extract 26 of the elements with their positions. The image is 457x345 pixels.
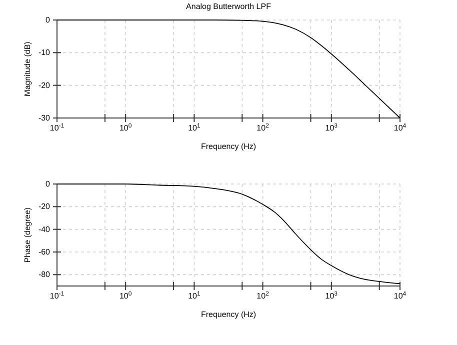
x-tick-label: 10$^{1}$ (188, 122, 201, 133)
chart-title: Analog Butterworth LPF (186, 2, 272, 11)
y-tick-label: 0 (46, 16, 51, 25)
x-tick-label: 10$^{3}$ (325, 290, 338, 301)
y-tick-label: 0 (46, 180, 51, 189)
x-axis-title: Frequency (Hz) (200, 310, 256, 319)
y-tick-label: -20 (38, 202, 51, 212)
y-tick-label: -20 (38, 80, 51, 90)
y-tick-label: -80 (38, 270, 51, 280)
x-tick-label: 10$^{4}$ (394, 122, 407, 133)
x-tick-label: 10$^{2}$ (256, 122, 270, 133)
y-tick-label: -10 (38, 48, 51, 58)
y-tick-label: -30 (38, 114, 51, 123)
y-tick-label: -40 (38, 224, 51, 234)
x-tick-label: 10$^{4}$ (394, 290, 407, 301)
x-tick-label: 10$^{0}$ (119, 122, 132, 133)
x-tick-label: 10$^{-1}$ (50, 290, 65, 301)
x-tick-label: 10$^{3}$ (325, 122, 338, 133)
x-axis-title: Frequency (Hz) (200, 142, 256, 151)
y-axis-title: Phase (degree) (23, 207, 32, 263)
x-tick-label: 10$^{1}$ (188, 290, 201, 301)
y-tick-label: -60 (38, 248, 51, 257)
x-tick-label: 10$^{-1}$ (50, 122, 65, 133)
x-tick-label: 10$^{2}$ (256, 290, 270, 301)
y-axis-title: Magnitude (dB) (23, 41, 32, 96)
x-tick-label: 10$^{0}$ (119, 290, 132, 301)
